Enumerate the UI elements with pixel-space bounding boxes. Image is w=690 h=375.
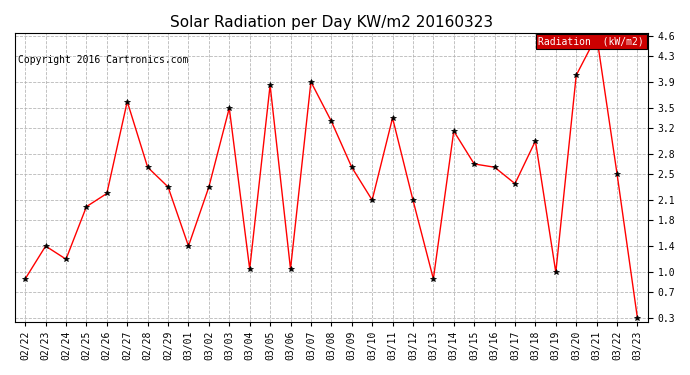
Text: Copyright 2016 Cartronics.com: Copyright 2016 Cartronics.com <box>19 55 189 65</box>
Title: Solar Radiation per Day KW/m2 20160323: Solar Radiation per Day KW/m2 20160323 <box>170 15 493 30</box>
Text: Radiation  (kW/m2): Radiation (kW/m2) <box>538 36 644 46</box>
